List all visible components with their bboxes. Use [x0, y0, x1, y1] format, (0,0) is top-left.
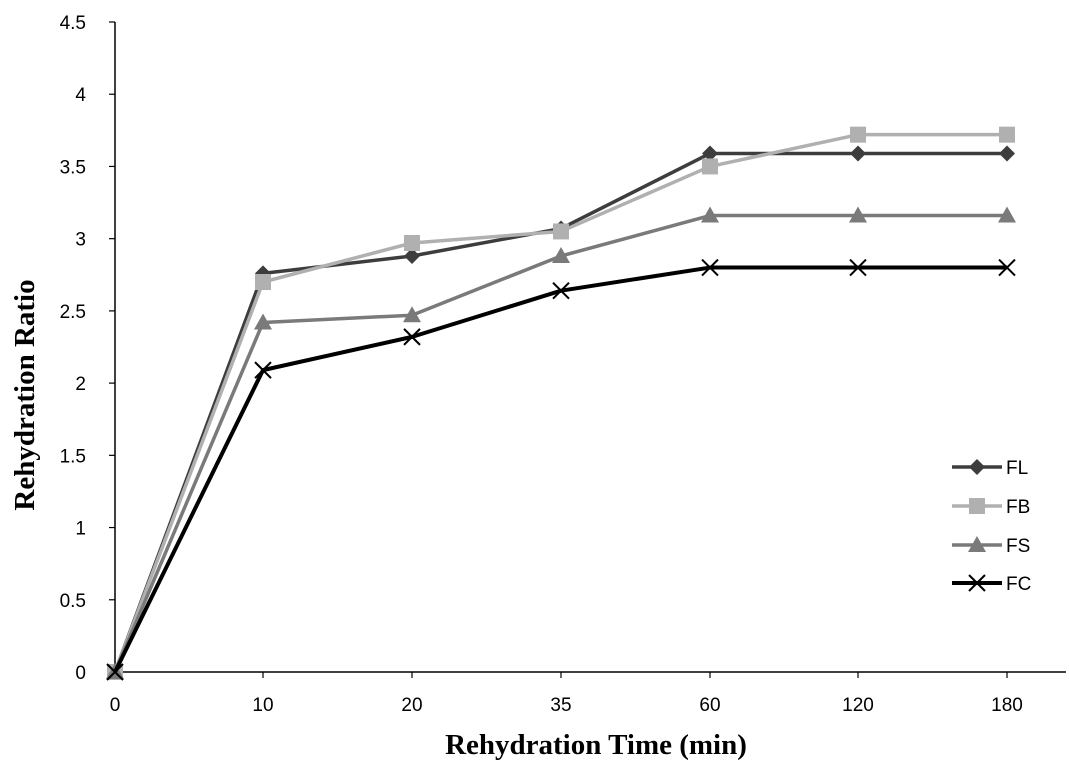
legend-label: FS	[1006, 536, 1030, 557]
x-axis-title: Rehydration Time (min)	[445, 729, 747, 761]
data-point-fl	[999, 145, 1015, 161]
series-line-fc	[115, 268, 1007, 672]
legend-marker	[969, 498, 985, 514]
legend-label: FC	[1006, 574, 1031, 595]
series-layer	[106, 127, 1016, 680]
series-fs	[106, 207, 1016, 679]
y-tick-label: 4.5	[60, 13, 86, 34]
y-tick-label: 0	[75, 663, 86, 684]
data-point-fb	[255, 274, 271, 290]
y-axis-title: Rehydration Ratio	[9, 279, 41, 510]
legend-label: FB	[1006, 497, 1030, 518]
data-point-fb	[999, 127, 1015, 143]
legend-item-fb: FB	[952, 497, 1030, 518]
y-tick-labels: 0 0.5 1 1.5 2 2.5 3 3.5 4 4.5	[60, 13, 87, 684]
legend-label: FL	[1006, 458, 1028, 479]
y-tick-label: 3.5	[60, 157, 86, 178]
x-tick-label: 180	[991, 695, 1023, 716]
legend-item-fs: FS	[952, 536, 1030, 557]
series-fb	[107, 127, 1015, 680]
y-tick-label: 2	[75, 374, 86, 395]
x-tick-label: 120	[842, 695, 874, 716]
x-tick-label: 35	[550, 695, 571, 716]
y-tick-label: 1.5	[60, 446, 86, 467]
data-point-fb	[850, 127, 866, 143]
x-tick-label: 20	[401, 695, 422, 716]
legend: FL FB FS FC	[952, 458, 1031, 595]
x-tick-label: 10	[252, 695, 273, 716]
data-point-fb	[404, 235, 420, 251]
y-tick-label: 3	[75, 230, 86, 251]
legend-item-fl: FL	[952, 458, 1028, 479]
y-tick-label: 1	[75, 519, 86, 540]
y-tick-label: 2.5	[60, 302, 86, 323]
x-tick-label: 0	[110, 695, 121, 716]
data-point-fb	[553, 223, 569, 239]
x-tick-labels: 0 10 20 35 60 120 180	[110, 695, 1023, 716]
x-tick-label: 60	[699, 695, 720, 716]
y-tick-label: 4	[75, 85, 86, 106]
data-point-fl	[850, 145, 866, 161]
legend-marker	[969, 459, 985, 475]
data-point-fb	[702, 158, 718, 174]
series-line-fs	[115, 216, 1007, 672]
y-tick-label: 0.5	[60, 591, 86, 612]
legend-item-fc: FC	[952, 574, 1031, 595]
